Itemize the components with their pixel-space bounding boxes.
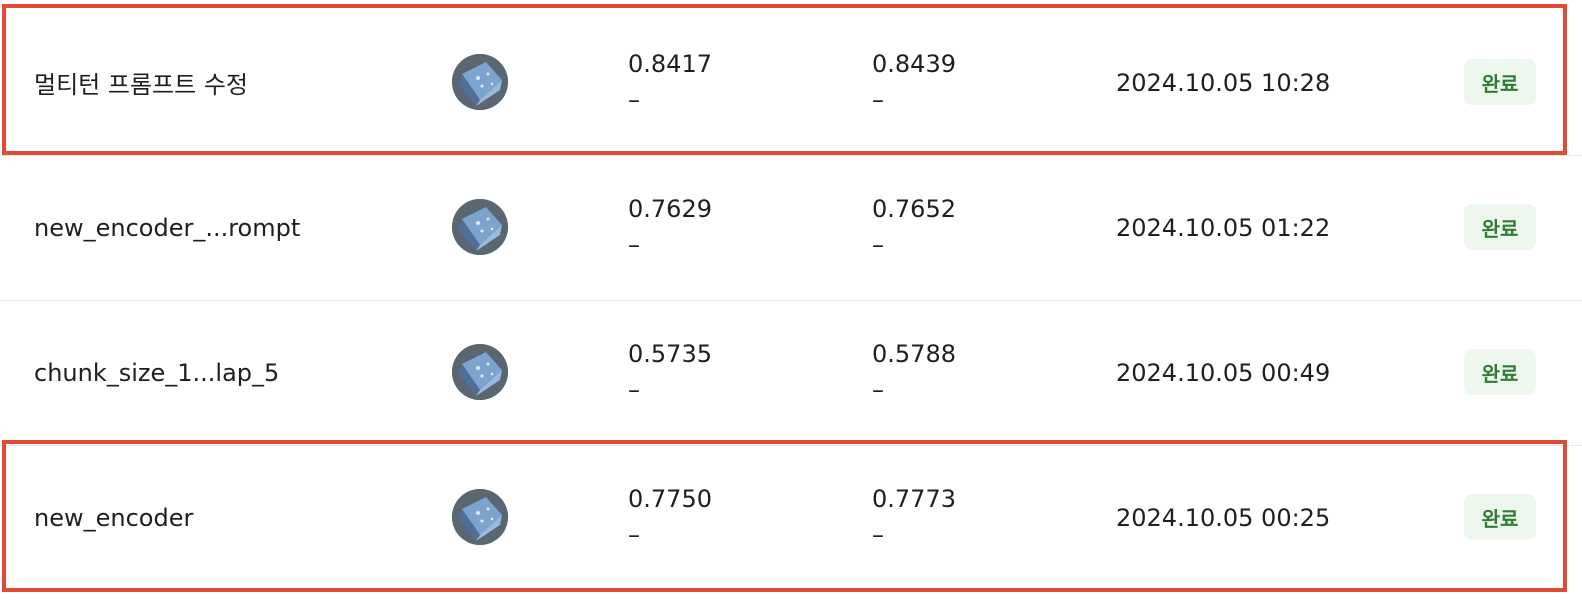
metric-score-1: 0.7750 – — [628, 481, 712, 553]
metric-sub: – — [628, 376, 640, 404]
metric-score-2: 0.5788 – — [872, 336, 956, 408]
metric-value: 0.8417 — [628, 50, 712, 78]
status-badge: 완료 — [1464, 494, 1536, 540]
metric-score-1: 0.5735 – — [628, 336, 712, 408]
metric-value: 0.5788 — [872, 340, 956, 368]
row-divider — [0, 155, 1582, 156]
metric-value: 0.5735 — [628, 340, 712, 368]
experiment-name: chunk_size_1...lap_5 — [34, 358, 280, 387]
metric-value: 0.7750 — [628, 485, 712, 513]
metric-score-2: 0.7652 – — [872, 191, 956, 263]
metric-sub: – — [872, 231, 884, 259]
table-row[interactable]: chunk_size_1...lap_5 0.5735 – 0.5788 – 2… — [0, 300, 1582, 445]
metric-value: 0.7652 — [872, 195, 956, 223]
status-badge: 완료 — [1464, 349, 1536, 395]
row-divider — [0, 445, 1582, 446]
metric-score-1: 0.8417 – — [628, 46, 712, 118]
table-row[interactable]: 멀티턴 프롬프트 수정 0.8417 – 0.8439 – 2024.10.05… — [0, 10, 1582, 155]
table-row[interactable]: new_encoder 0.7750 – 0.7773 – 2024.10.05… — [0, 445, 1582, 590]
metric-sub: – — [872, 521, 884, 549]
metric-value: 0.7773 — [872, 485, 956, 513]
created-date: 2024.10.05 01:22 — [1116, 213, 1331, 242]
metric-sub: – — [872, 376, 884, 404]
model-thumbnail-icon — [452, 344, 508, 400]
model-thumbnail-icon — [452, 54, 508, 110]
metric-sub: – — [628, 521, 640, 549]
metric-score-1: 0.7629 – — [628, 191, 712, 263]
created-date: 2024.10.05 00:25 — [1116, 503, 1331, 532]
metric-score-2: 0.7773 – — [872, 481, 956, 553]
created-date: 2024.10.05 10:28 — [1116, 68, 1331, 97]
experiment-name: new_encoder_...rompt — [34, 213, 301, 242]
table-row[interactable]: new_encoder_...rompt 0.7629 – 0.7652 – 2… — [0, 155, 1582, 300]
status-badge: 완료 — [1464, 59, 1536, 105]
metric-score-2: 0.8439 – — [872, 46, 956, 118]
metric-sub: – — [628, 231, 640, 259]
metric-value: 0.8439 — [872, 50, 956, 78]
experiment-name: new_encoder — [34, 503, 194, 532]
model-thumbnail-icon — [452, 199, 508, 255]
row-divider — [0, 300, 1582, 301]
model-thumbnail-icon — [452, 489, 508, 545]
experiment-name: 멀티턴 프롬프트 수정 — [34, 71, 248, 99]
metric-sub: – — [628, 86, 640, 114]
created-date: 2024.10.05 00:49 — [1116, 358, 1331, 387]
status-badge: 완료 — [1464, 204, 1536, 250]
metric-value: 0.7629 — [628, 195, 712, 223]
metric-sub: – — [872, 86, 884, 114]
